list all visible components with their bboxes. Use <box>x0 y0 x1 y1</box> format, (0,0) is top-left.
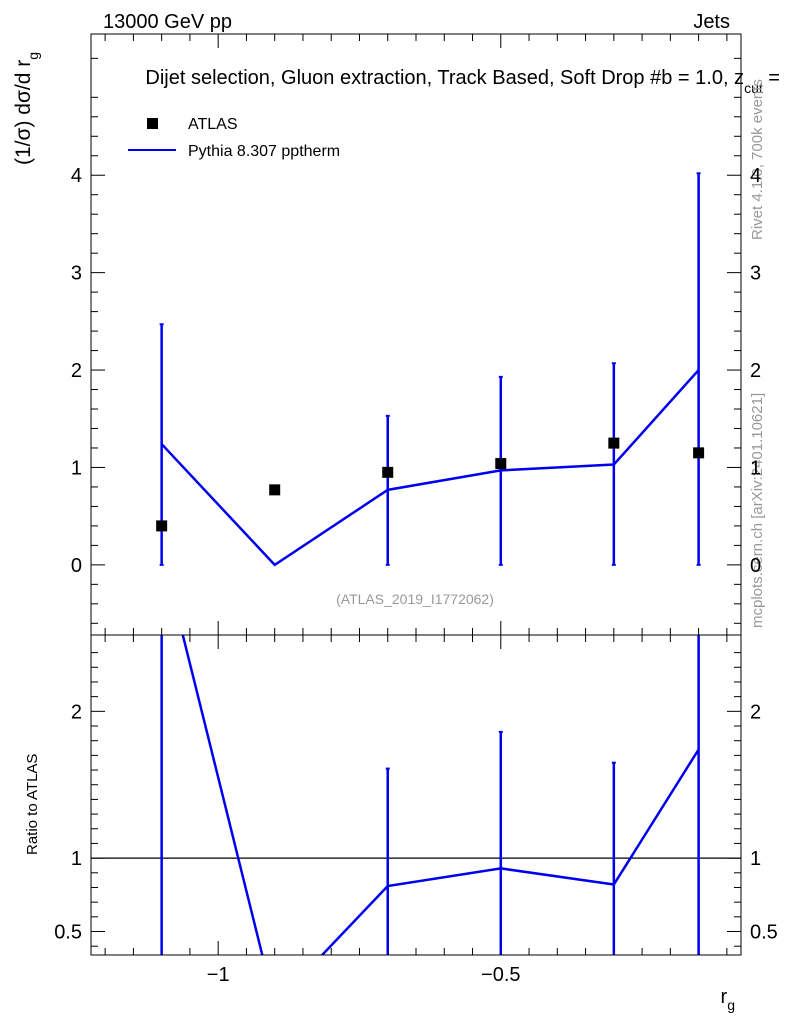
plot-title-main: Dijet selection, Gluon extraction, Track… <box>145 67 744 89</box>
ratio-y-axis-label: Ratio to ATLAS <box>24 754 41 855</box>
main-y-axis-label-sub: g <box>25 52 41 60</box>
ratio-plot-marks <box>91 635 741 955</box>
y-tick-label: 1 <box>71 457 82 479</box>
x-axis-label-sub: g <box>727 997 735 1013</box>
x-tick-label: −1 <box>207 964 230 986</box>
main-plot-marks <box>156 172 705 567</box>
y-tick-label-right: 0 <box>750 555 761 577</box>
y-tick-label: 4 <box>71 165 82 187</box>
legend-data-marker <box>147 118 158 129</box>
atlas-data-point <box>382 466 394 478</box>
y-tick-label-right: 1 <box>750 457 761 479</box>
legend-mc-label: Pythia 8.307 pptherm <box>188 143 340 160</box>
main-panel: (ATLAS_2019_I1772062) (1/σ) dσ/d rg 0 0 1 1… <box>12 33 761 636</box>
atlas-data-point <box>693 447 705 459</box>
y-tick-label: 2 <box>71 701 82 723</box>
atlas-data-point <box>608 437 620 449</box>
main-axis-ticks: 0 0 1 1 2 2 3 3 4 4 <box>71 34 761 635</box>
plot-title-subscript: cut <box>744 80 763 96</box>
atlas-data-point <box>269 484 281 496</box>
ratio-x-axis-label: rg <box>721 986 735 1013</box>
mc-line <box>160 369 700 567</box>
y-tick-label: 1 <box>71 848 82 870</box>
ratio-axis-ticks: 0.5 0.5 1 1 2 2 −1 −0.5 <box>54 635 778 986</box>
rivet-info: Rivet 4.1.0, 700k events <box>749 79 766 240</box>
y-tick-label-right: 2 <box>750 360 761 382</box>
y-tick-label: 0 <box>71 555 82 577</box>
ratio-clipped-group <box>91 635 741 955</box>
y-tick-label: 2 <box>71 360 82 382</box>
ratio-plot-frame <box>90 634 742 956</box>
category-label: Jets <box>693 11 730 33</box>
energy-label: 13000 GeV pp <box>103 11 232 33</box>
legend-data-label: ATLAS <box>188 116 238 133</box>
x-axis-label-main: r <box>721 986 728 1008</box>
y-tick-label-right: 1 <box>750 848 761 870</box>
plot-title-suffix: = <box>763 67 780 89</box>
atlas-data-point <box>495 458 507 470</box>
y-tick-label: 3 <box>71 263 82 285</box>
plot-title: Dijet selection, Gluon extraction, Track… <box>145 67 780 96</box>
x-tick-label: −0.5 <box>481 964 520 986</box>
y-tick-label: 0.5 <box>54 922 82 944</box>
y-tick-label-right: 4 <box>750 165 761 187</box>
main-y-axis-label-main: (1/σ) dσ/d r <box>12 60 35 165</box>
y-tick-label-right: 0.5 <box>750 922 778 944</box>
ratio-panel: Ratio to ATLAS rg 0.5 0.5 1 1 2 2 −1 −0.5 <box>24 634 778 1013</box>
mcplots-info: mcplots.cern.ch [arXiv:2401.10621] <box>749 393 766 628</box>
y-tick-label-right: 3 <box>750 263 761 285</box>
legend: ATLAS Pythia 8.307 pptherm <box>128 116 340 160</box>
main-y-axis-label: (1/σ) dσ/d rg <box>12 52 41 165</box>
y-tick-label-right: 2 <box>750 701 761 723</box>
watermark: (ATLAS_2019_I1772062) <box>336 591 494 607</box>
ratio-mc-line <box>181 635 700 955</box>
atlas-data-point <box>156 520 168 532</box>
